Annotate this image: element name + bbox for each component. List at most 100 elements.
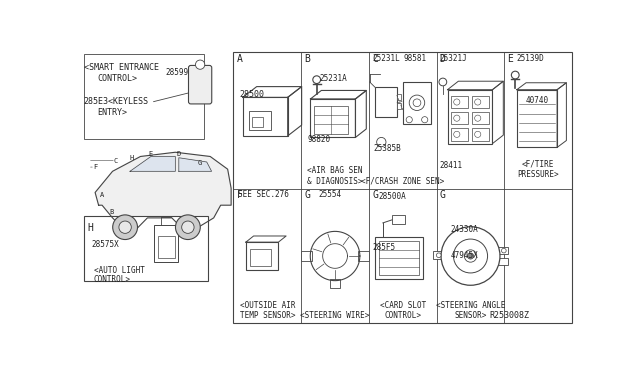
Circle shape (119, 221, 131, 233)
Circle shape (454, 115, 460, 121)
Circle shape (313, 76, 321, 84)
Text: D: D (440, 54, 445, 64)
Bar (301, 251, 312, 261)
Bar (358, 251, 369, 261)
Text: <STEERING WIRE>: <STEERING WIRE> (300, 311, 370, 320)
Bar (516, 90, 557, 147)
Text: B: B (109, 209, 113, 215)
Bar (194, 78, 206, 86)
Circle shape (182, 221, 194, 233)
Text: A: A (100, 192, 104, 198)
Bar (310, 99, 355, 137)
Text: 28575X: 28575X (92, 240, 120, 249)
Text: 25321J: 25321J (440, 54, 467, 63)
Text: G: G (304, 190, 310, 200)
Bar (194, 68, 206, 76)
Polygon shape (95, 152, 231, 228)
Circle shape (113, 215, 138, 240)
Bar (84, 216, 208, 281)
Bar (330, 279, 340, 288)
Text: <OUTSIDE AIR
TEMP SENSOR>: <OUTSIDE AIR TEMP SENSOR> (239, 301, 295, 320)
Bar (472, 96, 488, 108)
Bar (497, 257, 508, 265)
Text: SEE SEC.276: SEE SEC.276 (238, 190, 289, 199)
Text: 28411: 28411 (440, 161, 463, 170)
Text: <F/CRASH ZONE SEN>: <F/CRASH ZONE SEN> (361, 177, 444, 186)
Text: G: G (440, 190, 445, 200)
Text: 40740: 40740 (526, 96, 549, 105)
Polygon shape (130, 157, 175, 171)
Text: D: D (177, 151, 181, 157)
Text: 285F5: 285F5 (372, 243, 395, 252)
Text: H: H (130, 155, 134, 161)
Bar (375, 237, 423, 279)
Bar (252, 118, 263, 126)
Text: E: E (148, 151, 153, 157)
Circle shape (454, 99, 460, 105)
Polygon shape (447, 81, 503, 90)
Circle shape (175, 215, 200, 240)
Circle shape (409, 95, 425, 110)
Text: G: G (372, 190, 378, 200)
Bar (249, 111, 271, 130)
Text: 25385B: 25385B (374, 144, 401, 153)
Text: 24330A: 24330A (451, 225, 478, 234)
Text: 98820: 98820 (307, 135, 330, 144)
Text: 25231A: 25231A (320, 74, 348, 83)
Bar (392, 215, 404, 224)
Text: E: E (508, 54, 513, 64)
Polygon shape (516, 83, 566, 90)
Circle shape (511, 71, 519, 79)
Text: 285E3<KEYLESS: 285E3<KEYLESS (84, 97, 149, 106)
Circle shape (475, 115, 481, 121)
Bar (447, 90, 492, 144)
Text: G: G (198, 160, 202, 166)
Circle shape (422, 117, 428, 123)
Bar (472, 112, 488, 124)
Circle shape (195, 60, 205, 69)
Bar (451, 112, 468, 124)
Bar (246, 242, 278, 270)
Polygon shape (179, 158, 212, 171)
Bar (397, 93, 401, 100)
Bar (234, 52, 572, 323)
Circle shape (454, 239, 488, 273)
Text: CONTROL>: CONTROL> (94, 275, 131, 284)
Text: 25139D: 25139D (516, 54, 545, 63)
Text: C: C (372, 54, 378, 64)
Circle shape (439, 78, 447, 86)
Text: 28500: 28500 (239, 90, 265, 99)
Text: 28500A: 28500A (378, 192, 406, 201)
Bar (250, 249, 271, 266)
Bar (243, 97, 288, 136)
Bar (472, 128, 488, 141)
Text: <AUTO LIGHT: <AUTO LIGHT (94, 266, 145, 275)
Text: 28599: 28599 (165, 68, 188, 77)
Text: B: B (304, 54, 310, 64)
Text: CONTROL>: CONTROL> (97, 74, 137, 83)
Polygon shape (355, 90, 366, 137)
FancyBboxPatch shape (189, 65, 212, 104)
Circle shape (436, 253, 441, 257)
Bar (84, 54, 204, 139)
Bar (497, 247, 508, 254)
Bar (397, 103, 401, 109)
Polygon shape (557, 83, 566, 147)
Text: 47945X: 47945X (451, 251, 478, 260)
Bar (154, 225, 179, 262)
Text: F: F (93, 164, 97, 170)
Bar (194, 89, 206, 97)
Bar (433, 251, 444, 259)
Text: 25554: 25554 (318, 190, 341, 199)
Text: ENTRY>: ENTRY> (97, 108, 127, 117)
Text: F: F (237, 190, 243, 200)
Text: <CARD SLOT
CONTROL>: <CARD SLOT CONTROL> (380, 301, 426, 320)
Polygon shape (310, 90, 366, 99)
Circle shape (465, 250, 477, 262)
Circle shape (377, 137, 386, 147)
Bar (451, 128, 468, 141)
Circle shape (467, 253, 474, 259)
Bar (451, 96, 468, 108)
Text: A: A (237, 54, 243, 64)
Text: C: C (114, 158, 118, 164)
